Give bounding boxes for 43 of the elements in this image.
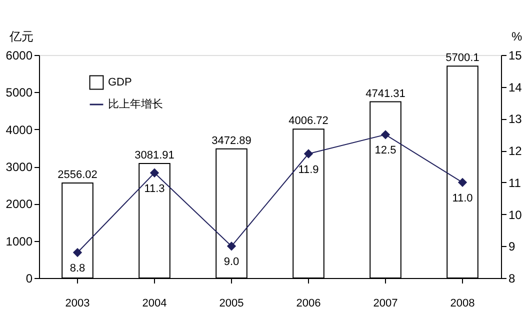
data-label: 8.8 bbox=[70, 262, 86, 275]
y2-tick-label: 15 bbox=[508, 48, 522, 62]
y2-tick-label: 12 bbox=[508, 144, 522, 158]
y2-tick-label: 13 bbox=[508, 112, 522, 126]
data-label: 11.0 bbox=[452, 192, 473, 204]
x-tick-label: 2003 bbox=[65, 298, 90, 310]
data-label: 9.0 bbox=[224, 256, 240, 268]
data-label: 12.5 bbox=[374, 144, 396, 157]
x-tick-label: 2008 bbox=[450, 298, 475, 310]
y2-tick-label: 9 bbox=[508, 240, 516, 254]
data-label: 11.9 bbox=[298, 164, 319, 176]
y-tick-label: 0 bbox=[26, 272, 33, 286]
point bbox=[150, 168, 159, 178]
data-label: 4741.31 bbox=[366, 88, 406, 100]
y2-tick-label: 11 bbox=[508, 176, 522, 190]
y2-tick-label: 14 bbox=[508, 80, 522, 94]
y-tick-label: 4000 bbox=[6, 122, 33, 137]
x-tick-label: 2004 bbox=[142, 298, 167, 310]
point bbox=[381, 130, 390, 139]
data-label: 2556.02 bbox=[58, 169, 98, 181]
point bbox=[458, 178, 467, 187]
y-tick-label: 5000 bbox=[6, 86, 33, 100]
y-tick-label: 2000 bbox=[6, 197, 33, 212]
y2-tick-label: 10 bbox=[508, 208, 522, 222]
data-label: 11.3 bbox=[144, 182, 165, 195]
y-tick-label: 3000 bbox=[6, 160, 33, 174]
data-label: 3472.89 bbox=[212, 134, 252, 147]
x-tick-label: 2007 bbox=[373, 298, 398, 310]
x-tick-label: 2006 bbox=[296, 298, 321, 310]
y-axis-title: 亿元 bbox=[8, 30, 34, 44]
data-label: 3081.91 bbox=[134, 149, 174, 162]
legend-label: GDP bbox=[108, 76, 132, 88]
y-tick-label: 6000 bbox=[6, 48, 33, 62]
x-tick-label: 2005 bbox=[219, 298, 244, 310]
point bbox=[227, 242, 236, 250]
y2-axis-title: % bbox=[512, 30, 522, 44]
y-tick-label: 1000 bbox=[6, 234, 33, 248]
data-label: 4006.72 bbox=[288, 115, 328, 128]
legend-label: 比上年增长 bbox=[108, 98, 163, 110]
point bbox=[304, 150, 313, 158]
point bbox=[73, 248, 82, 257]
y2-tick-label: 8 bbox=[508, 272, 516, 286]
data-label: 5700.1 bbox=[446, 52, 480, 64]
